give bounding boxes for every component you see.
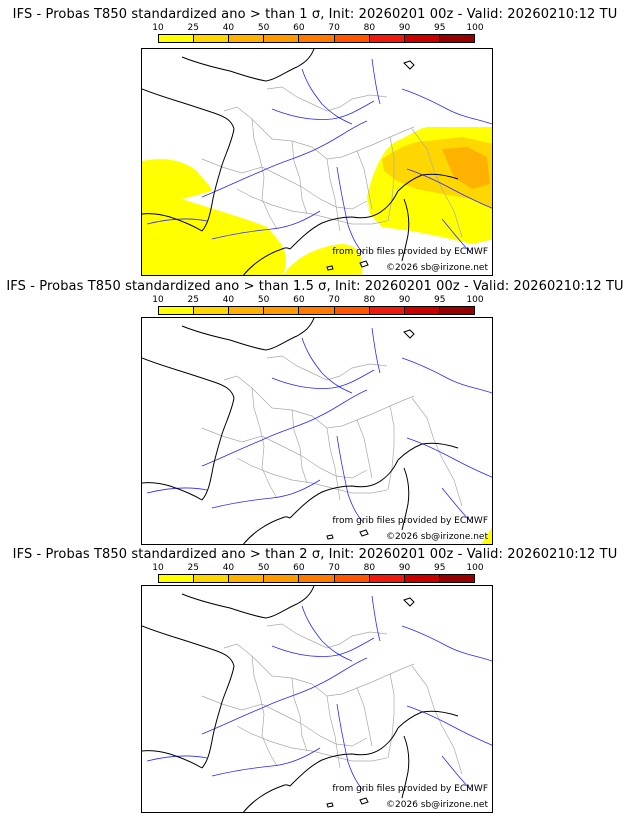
colorbar-label: 60 (293, 563, 305, 573)
colorbar-swatch (299, 575, 335, 582)
colorbar-label: 95 (434, 295, 446, 305)
colorbar-swatch (159, 575, 195, 582)
colorbar-swatch (404, 307, 440, 314)
colorbar-label: 50 (257, 23, 270, 33)
colorbar-swatch (404, 35, 440, 42)
colorbar-label: 95 (434, 23, 446, 33)
country-borders (201, 623, 463, 775)
colorbar-label: 10 (152, 23, 164, 33)
colorbar-swatch (334, 35, 370, 42)
colorbar-label: 70 (328, 295, 340, 305)
map-frame: from grib files provided by ECMWF ©2026 … (141, 48, 493, 276)
copyright: ©2026 sb@irizone.net (386, 800, 488, 810)
colorbar-swatch (439, 35, 474, 42)
country-borders (201, 355, 463, 507)
colorbar-labels: 10 25 40 50 60 70 80 90 95 100 (152, 295, 483, 307)
map-title: IFS - Probas T850 standardized ano > tha… (12, 547, 618, 562)
colorbar-label: 70 (328, 23, 340, 33)
colorbar-label: 80 (363, 23, 376, 33)
prob-area-10 (142, 159, 212, 199)
colorbar-swatch (334, 575, 370, 582)
colorbar-label: 90 (398, 563, 411, 573)
copyright: ©2026 sb@irizone.net (386, 263, 488, 273)
colorbar-label: 50 (257, 295, 270, 305)
coastline (142, 49, 459, 275)
colorbar-swatch (264, 307, 300, 314)
map-canvas (142, 49, 492, 275)
colorbar-swatch (369, 35, 405, 42)
map-frame: from grib files provided by ECMWF ©2026 … (141, 585, 493, 813)
colorbar-label: 50 (257, 563, 270, 573)
colorbar-label: 25 (187, 23, 199, 33)
colorbar-label: 90 (398, 23, 411, 33)
colorbar-label: 90 (398, 295, 411, 305)
colorbar-labels: 10 25 40 50 60 70 80 90 95 100 (152, 563, 483, 575)
map-canvas (142, 318, 492, 544)
colorbar-swatch (229, 35, 265, 42)
colorbar-label: 100 (466, 23, 484, 33)
coastline (142, 318, 459, 544)
colorbar-label: 25 (187, 563, 199, 573)
source-credit: from grib files provided by ECMWF (332, 516, 488, 526)
colorbar (158, 574, 475, 583)
colorbar-swatch (404, 575, 440, 582)
rivers (146, 595, 492, 792)
map-canvas (142, 586, 492, 812)
colorbar-swatch (439, 575, 474, 582)
colorbar-label: 40 (222, 563, 235, 573)
colorbar-label: 80 (363, 295, 376, 305)
probability-area (481, 527, 492, 544)
colorbar-label: 80 (363, 563, 376, 573)
colorbar-label: 40 (222, 23, 235, 33)
map-frame: from grib files provided by ECMWF ©2026 … (141, 317, 493, 545)
colorbar-label: 10 (152, 563, 164, 573)
colorbar-swatch (229, 575, 265, 582)
colorbar-label: 25 (187, 295, 199, 305)
colorbar-swatch (194, 307, 230, 314)
colorbar-label: 40 (222, 295, 235, 305)
colorbar (158, 306, 475, 315)
map-title: IFS - Probas T850 standardized ano > tha… (12, 7, 618, 22)
colorbar-swatch (159, 35, 195, 42)
colorbar-swatch (439, 307, 474, 314)
colorbar-label: 100 (466, 563, 484, 573)
colorbar-label: 10 (152, 295, 164, 305)
source-credit: from grib files provided by ECMWF (332, 784, 488, 794)
colorbar-swatch (369, 575, 405, 582)
prob-area-40 (442, 147, 490, 189)
prob-area-10 (142, 199, 286, 275)
prob-area-10 (481, 527, 492, 544)
rivers (146, 327, 492, 524)
coastline (142, 586, 459, 812)
colorbar-label: 95 (434, 563, 446, 573)
colorbar-swatch (194, 575, 230, 582)
colorbar-label: 100 (466, 295, 484, 305)
map-title: IFS - Probas T850 standardized ano > tha… (6, 279, 624, 294)
colorbar-swatch (194, 35, 230, 42)
copyright: ©2026 sb@irizone.net (386, 532, 488, 542)
probability-area (142, 127, 492, 275)
panel-2sigma: IFS - Probas T850 standardized ano > tha… (0, 547, 630, 823)
prob-area-10 (283, 244, 363, 275)
source-credit: from grib files provided by ECMWF (332, 247, 488, 257)
colorbar (158, 34, 475, 43)
colorbar-label: 60 (293, 23, 305, 33)
colorbar-swatch (159, 307, 195, 314)
colorbar-swatch (264, 575, 300, 582)
country-borders (201, 86, 463, 238)
panel-1-5sigma: IFS - Probas T850 standardized ano > tha… (0, 279, 630, 551)
panel-1sigma: IFS - Probas T850 standardized ano > tha… (0, 7, 630, 279)
colorbar-swatch (299, 35, 335, 42)
colorbar-label: 70 (328, 563, 340, 573)
colorbar-swatch (264, 35, 300, 42)
colorbar-label: 60 (293, 295, 305, 305)
colorbar-swatch (369, 307, 405, 314)
colorbar-swatch (334, 307, 370, 314)
colorbar-swatch (299, 307, 335, 314)
colorbar-swatch (229, 307, 265, 314)
colorbar-labels: 10 25 40 50 60 70 80 90 95 100 (152, 23, 483, 35)
